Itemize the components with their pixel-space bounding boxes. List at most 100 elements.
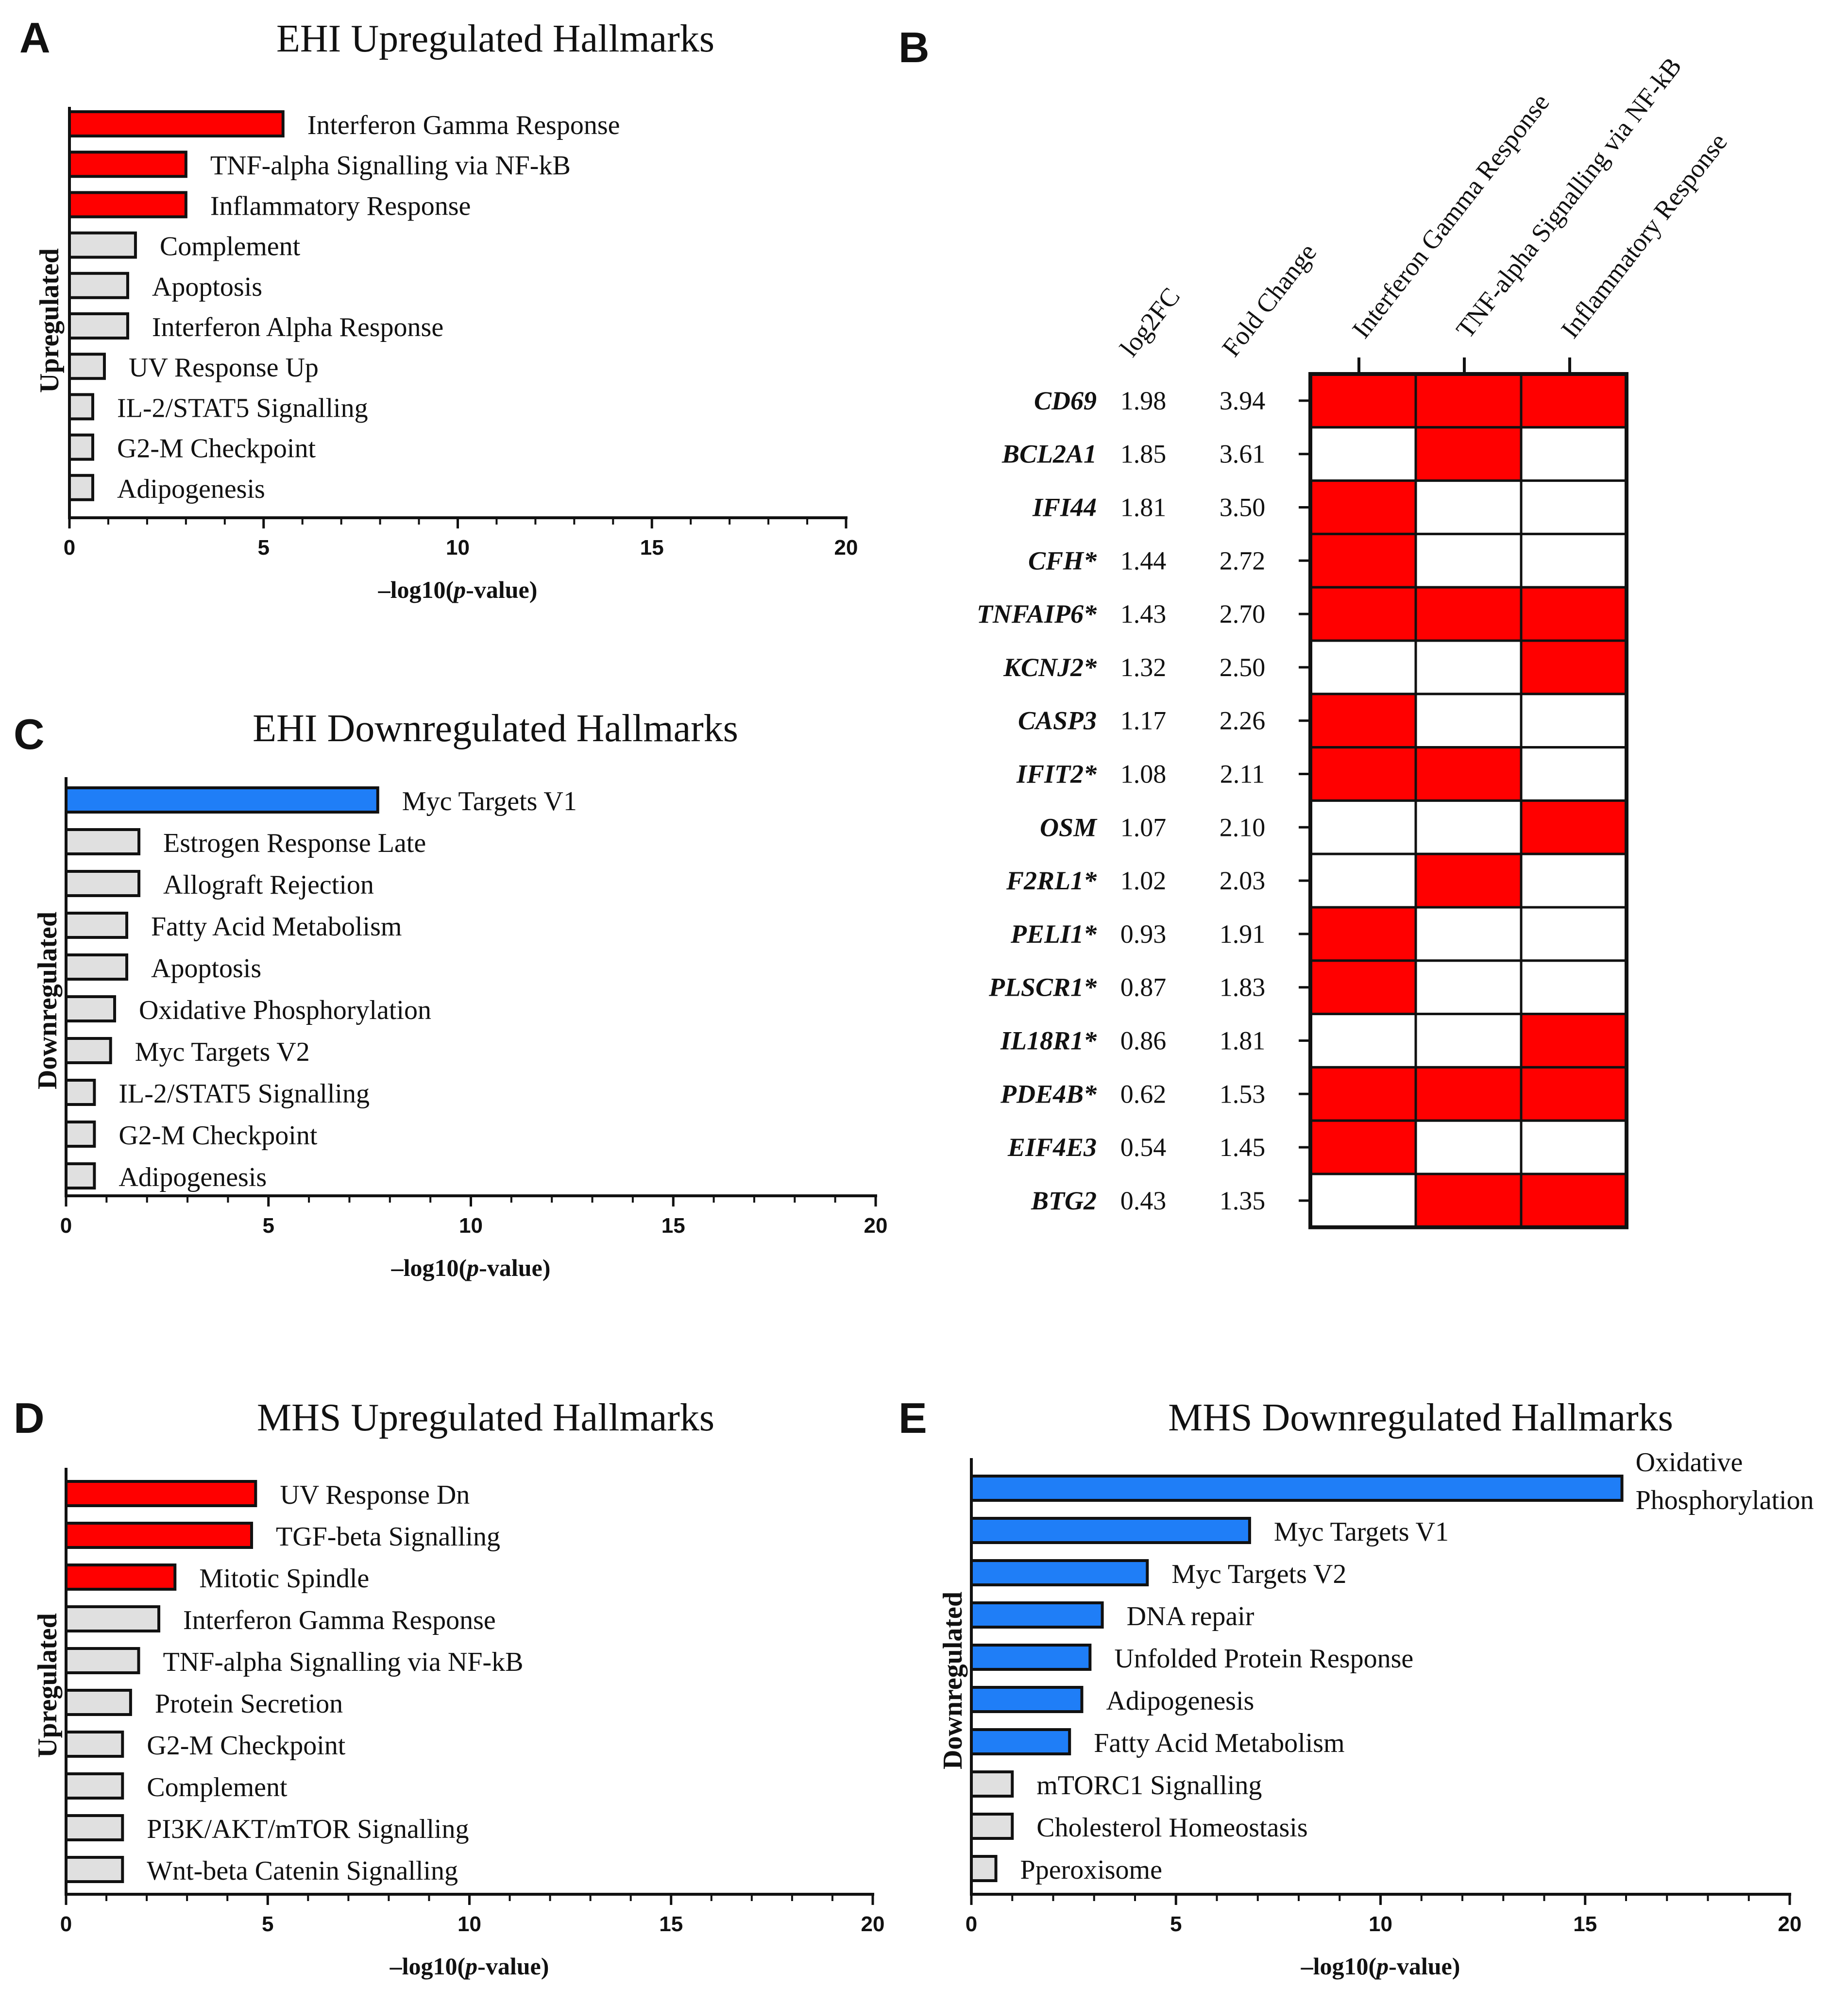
x-tick-label: 0 — [60, 1214, 72, 1238]
bar-adipogenesis — [68, 474, 94, 501]
panel-letter-b: B — [899, 23, 930, 71]
x-tick-label: 0 — [64, 536, 75, 560]
heatmap-cell-f2rl1-1 — [1309, 852, 1417, 909]
fold-change-value: 2.50 — [1220, 653, 1266, 682]
bar-mtorc1-signalling — [970, 1770, 1014, 1798]
bar-unfolded-protein-response — [970, 1644, 1092, 1671]
log2fc-value: 0.62 — [1120, 1079, 1167, 1108]
log2fc-value: 0.54 — [1120, 1133, 1167, 1162]
bar-label-g2-m-checkpoint: G2-M Checkpoint — [117, 434, 316, 464]
bar-label-interferon-gamma-response: Interferon Gamma Response — [183, 1605, 496, 1635]
log2fc-value: 0.93 — [1120, 919, 1167, 949]
x-tick-label: 0 — [60, 1912, 72, 1936]
heatmap-cell-tnfaip6-2 — [1414, 586, 1523, 642]
bar-label-mitotic-spindle: Mitotic Spindle — [199, 1563, 369, 1594]
x-tick-label: 15 — [640, 536, 664, 560]
gene-label: BCL2A1 — [1001, 440, 1097, 469]
column-header-tnf-alpha-signalling-via-nf-kb: TNF-alpha Signalling via NF-kB — [1450, 52, 1687, 344]
log2fc-value: 1.02 — [1120, 866, 1167, 895]
heatmap-cell-ifit2-2 — [1414, 746, 1523, 802]
bar-fatty-acid-metabolism — [970, 1728, 1071, 1755]
gene-label: CD69 — [1034, 386, 1097, 415]
fold-change-value: 1.91 — [1220, 919, 1266, 949]
fold-change-value: 2.72 — [1220, 546, 1266, 575]
bar-pperoxisome — [970, 1855, 998, 1882]
heatmap-cell-plscr1-3 — [1520, 959, 1628, 1016]
bar-il-2-stat5-signalling — [68, 393, 94, 421]
gene-label: IL18R1* — [1000, 1026, 1097, 1055]
bar-mitotic-spindle — [65, 1563, 177, 1591]
heatmap-cell-ifi44-2 — [1414, 479, 1523, 535]
log2fc-value: 0.43 — [1120, 1186, 1167, 1215]
bar-myc-targets-v1 — [970, 1517, 1251, 1544]
heatmap-cell-il18r1-1 — [1309, 1013, 1417, 1069]
bar-label-adipogenesis: Adipogenesis — [117, 474, 265, 504]
heatmap-cell-peli1-1 — [1309, 906, 1417, 962]
x-tick-label: 20 — [1778, 1912, 1802, 1936]
bar-label-dna-repair: DNA repair — [1127, 1601, 1255, 1631]
heatmap-cell-ifit2-1 — [1309, 746, 1417, 802]
heatmap-cell-casp3-2 — [1414, 693, 1523, 749]
bar-label-complement: Complement — [160, 232, 301, 262]
chart-mhs-upregulated: MHS Upregulated Hallmarks Upregulated 0 5 10… — [33, 1396, 884, 1980]
bar-label-myc-targets-v2: Myc Targets V2 — [135, 1037, 310, 1067]
bar-il-2-stat5-signalling — [65, 1079, 96, 1106]
x-tick-label: 20 — [861, 1912, 885, 1936]
fold-change-value: 3.50 — [1220, 493, 1266, 522]
heatmap-cell-tnfaip6-1 — [1309, 586, 1417, 642]
x-tick-label: 5 — [263, 1214, 274, 1238]
bar-label-g2-m-checkpoint: G2-M Checkpoint — [147, 1731, 346, 1761]
heatmap-cell-bcl2a1-2 — [1414, 426, 1523, 482]
bar-label-apoptosis: Apoptosis — [151, 953, 261, 984]
bar-label-pi3k-akt-mtor-signalling: PI3K/AKT/mTOR Signalling — [147, 1814, 469, 1844]
bar-label-wnt-beta-catenin-signalling: Wnt-beta Catenin Signalling — [147, 1856, 458, 1886]
x-axis-label: –log10(p-value) — [390, 1953, 549, 1980]
fold-change-value: 2.03 — [1220, 866, 1266, 895]
log2fc-value: 0.86 — [1120, 1026, 1167, 1055]
x-axis-label: –log10(p-value) — [378, 576, 538, 603]
y-axis-label: Downregulated — [938, 1592, 968, 1769]
fold-change-value: 1.35 — [1220, 1186, 1266, 1215]
bar-label-apoptosis: Apoptosis — [152, 272, 262, 302]
gene-label: PDE4B* — [1000, 1079, 1097, 1108]
chart-title: EHI Upregulated Hallmarks — [276, 17, 714, 60]
gene-label: OSM — [1040, 813, 1098, 842]
bar-cholesterol-homeostasis — [970, 1813, 1014, 1840]
bar-myc-targets-v2 — [65, 1037, 112, 1064]
chart-ehi-downregulated: EHI Downregulated Hallmarks Downregulated… — [33, 707, 887, 1281]
heatmap-cell-cfh-1 — [1309, 532, 1417, 589]
y-axis-label: Upregulated — [34, 248, 65, 393]
heatmap-cell-peli1-2 — [1414, 906, 1523, 962]
bar-interferon-gamma-response — [65, 1605, 161, 1632]
log2fc-value: 1.43 — [1120, 599, 1167, 629]
x-tick-label: 10 — [1369, 1912, 1392, 1936]
x-tick-label: 10 — [446, 536, 470, 560]
bar-label-uv-response-dn: UV Response Dn — [280, 1480, 470, 1510]
panel-letter-d: D — [14, 1394, 45, 1442]
heatmap-cell-tnfaip6-3 — [1520, 586, 1628, 642]
fold-change-value: 2.26 — [1220, 706, 1266, 735]
gene-label: EIF4E3 — [1007, 1133, 1097, 1162]
x-axis-label: –log10(p-value) — [1301, 1953, 1460, 1980]
gene-label: CFH* — [1028, 546, 1097, 575]
heatmap-cell-ifi44-1 — [1309, 479, 1417, 535]
bar-label-tnf-alpha-signalling-via-nf-kb: TNF-alpha Signalling via NF-kB — [163, 1647, 523, 1677]
bar-tnf-alpha-signalling-via-nf-kb — [65, 1647, 140, 1674]
log2fc-value: 1.44 — [1120, 546, 1167, 575]
bar-label-complement: Complement — [147, 1772, 288, 1802]
heatmap-cell-eif4e3-1 — [1309, 1119, 1417, 1175]
heatmap-cell-pde4b-2 — [1414, 1066, 1523, 1122]
log2fc-value: 1.07 — [1120, 813, 1167, 842]
bar-label-g2-m-checkpoint: G2-M Checkpoint — [119, 1121, 318, 1151]
x-tick-label: 10 — [459, 1214, 483, 1238]
heatmap-cell-btg2-2 — [1414, 1172, 1523, 1229]
gene-label: KCNJ2* — [1003, 653, 1097, 682]
heatmap-cell-casp3-1 — [1309, 693, 1417, 749]
log2fc-value: 1.85 — [1120, 440, 1167, 469]
bar-label-fatty-acid-metabolism: Fatty Acid Metabolism — [1094, 1728, 1344, 1758]
bar-g2-m-checkpoint — [68, 433, 94, 461]
bar-g2-m-checkpoint — [65, 1121, 96, 1148]
bar-inflammatory-response — [68, 191, 187, 219]
bar-label-inflammatory-response: Inflammatory Response — [210, 191, 471, 221]
heatmap-cell-f2rl1-3 — [1520, 852, 1628, 909]
